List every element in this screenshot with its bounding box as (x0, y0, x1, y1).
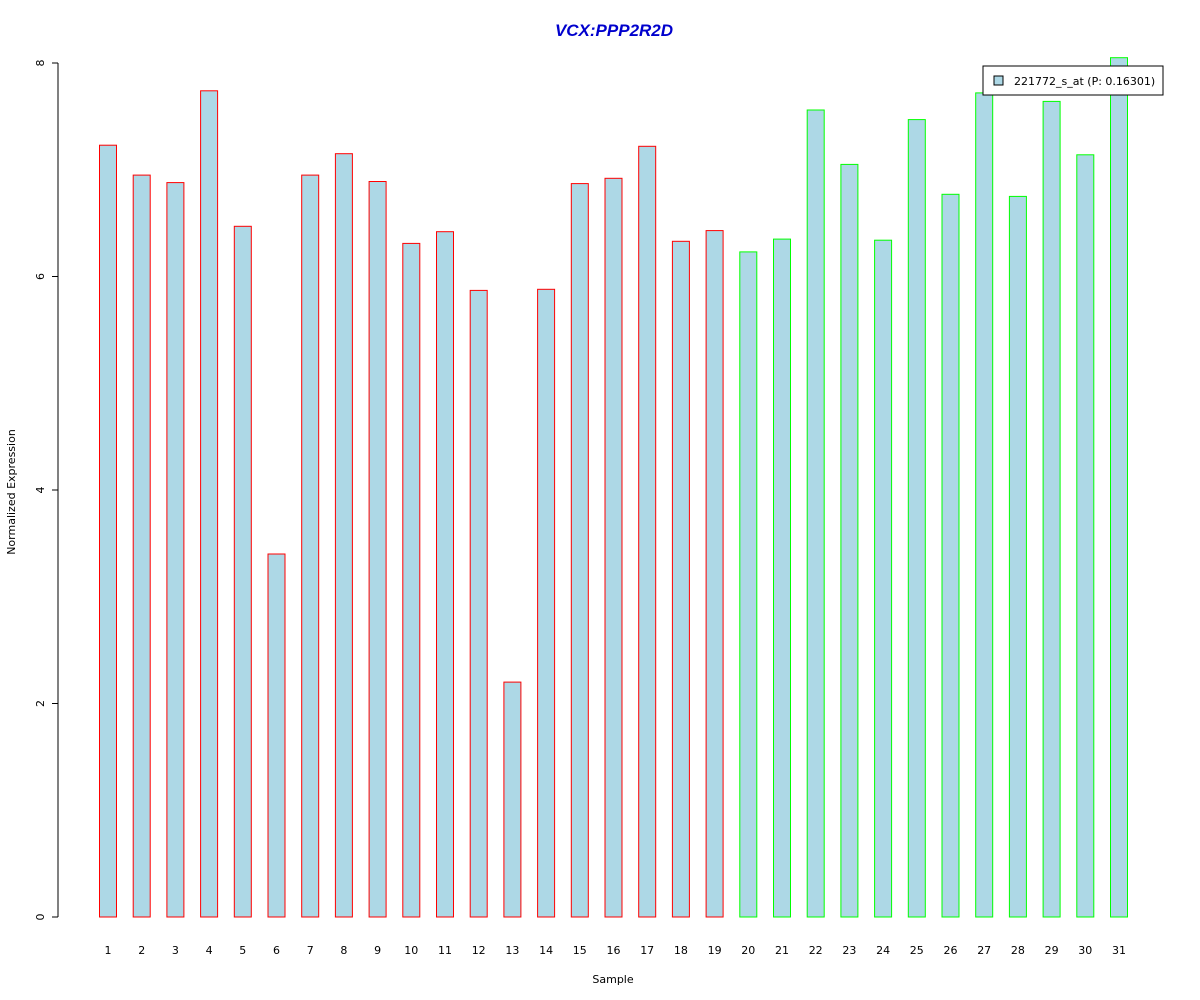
x-tick-label: 2 (138, 944, 145, 957)
bar-18 (671, 240, 690, 918)
legend-box (982, 65, 1164, 96)
bar-12 (469, 289, 488, 918)
y-tick-label: 0 (34, 914, 47, 921)
bar-6 (267, 553, 286, 918)
x-tick-label: 20 (741, 944, 755, 957)
bar-3 (166, 182, 185, 918)
x-tick-label: 5 (239, 944, 246, 957)
x-tick-label: 29 (1045, 944, 1059, 957)
x-tick-label: 3 (172, 944, 179, 957)
x-tick-label: 19 (708, 944, 722, 957)
bar-16 (604, 177, 623, 918)
x-tick-label: 4 (206, 944, 213, 957)
x-tick-label: 7 (307, 944, 314, 957)
x-tick-label: 15 (573, 944, 587, 957)
bar-2 (132, 174, 151, 918)
x-tick-label: 6 (273, 944, 280, 957)
bar-29 (1042, 100, 1061, 918)
y-axis: 0 2 4 6 8 (34, 60, 59, 921)
x-tick-label: 27 (977, 944, 991, 957)
bar-19 (705, 230, 724, 918)
bar-13 (503, 681, 522, 918)
bar-14 (537, 288, 556, 918)
chart-title: VCX:PPP2R2D (555, 21, 673, 40)
y-tick-label: 8 (34, 60, 47, 67)
bar-24 (874, 239, 893, 918)
x-tick-label: 26 (944, 944, 958, 957)
x-tick-label: 14 (539, 944, 553, 957)
x-tick-label: 21 (775, 944, 789, 957)
x-tick-label: 18 (674, 944, 688, 957)
bar-31 (1110, 57, 1128, 918)
bar-28 (1008, 195, 1027, 918)
bar-23 (840, 163, 859, 918)
x-tick-label: 31 (1112, 944, 1126, 957)
x-tick-label: 13 (505, 944, 519, 957)
bar-21 (773, 238, 791, 918)
bar-4 (200, 90, 219, 918)
x-tick-label: 22 (809, 944, 823, 957)
y-tick-label: 6 (34, 273, 47, 280)
bar-26 (941, 193, 960, 918)
legend-label: 221772_s_at (P: 0.16301) (1014, 75, 1155, 88)
y-axis-label: Normalized Expression (5, 429, 18, 555)
bar-1 (99, 144, 117, 918)
legend-swatch (993, 75, 1004, 86)
bars (99, 57, 1128, 918)
x-axis-label: Sample (592, 973, 633, 986)
x-tick-label: 16 (607, 944, 621, 957)
x-tick-label: 30 (1078, 944, 1092, 957)
x-tick-label: 1 (105, 944, 112, 957)
x-tick-label: 9 (374, 944, 381, 957)
bar-8 (334, 153, 353, 918)
bar-5 (233, 225, 252, 918)
bar-25 (907, 119, 926, 918)
x-axis-tick-labels: 1 2 3 4 5 6 7 8 9 10 11 12 13 14 15 16 17 18 19 20 21 22 23 24 2… (105, 944, 1127, 957)
bar-22 (806, 109, 825, 918)
x-tick-label: 25 (910, 944, 924, 957)
x-tick-label: 12 (472, 944, 486, 957)
x-tick-label: 10 (404, 944, 418, 957)
y-tick-label: 4 (34, 487, 47, 494)
bar-9 (368, 181, 387, 918)
bar-20 (739, 251, 758, 918)
bar-27 (975, 92, 994, 918)
x-tick-label: 24 (876, 944, 890, 957)
bar-10 (402, 242, 421, 918)
bar-17 (638, 145, 657, 918)
x-tick-label: 28 (1011, 944, 1025, 957)
bar-30 (1076, 154, 1095, 918)
bar-7 (301, 174, 320, 918)
y-tick-label: 2 (34, 700, 47, 707)
x-tick-label: 23 (842, 944, 856, 957)
x-tick-label: 8 (340, 944, 347, 957)
x-tick-label: 11 (438, 944, 452, 957)
legend: 221772_s_at (P: 0.16301) (982, 65, 1164, 96)
x-tick-label: 17 (640, 944, 654, 957)
bar-15 (570, 183, 589, 918)
bar-11 (436, 231, 454, 918)
